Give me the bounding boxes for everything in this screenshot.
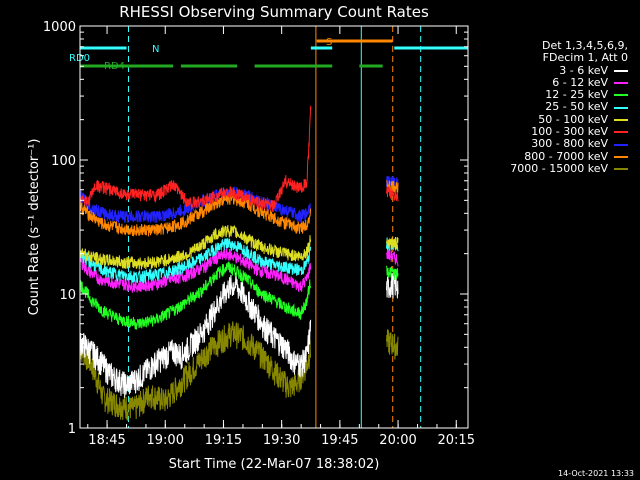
series-2-line — [79, 261, 312, 330]
n-label: N — [152, 44, 159, 55]
legend-swatch-4 — [614, 118, 628, 121]
x-axis-label: Start Time (22-Mar-07 18:38:02) — [169, 457, 380, 472]
legend-entry-0: 3 - 6 keV — [510, 63, 628, 77]
series-7-line — [79, 192, 312, 237]
legend-entry-2: 12 - 25 keV — [510, 88, 628, 102]
legend-label-2: 12 - 25 keV — [545, 88, 608, 102]
y-tick-label-2: 100 — [51, 154, 76, 169]
legend-swatch-6 — [614, 143, 628, 146]
legend-entry-6: 300 - 800 keV — [510, 138, 628, 150]
legend-label-8: 7000 - 15000 keV — [510, 161, 608, 175]
y-tick-label-0: 1 — [68, 422, 76, 437]
legend-title-line-2: FDecim 1, Att 0 — [542, 51, 628, 65]
series-0-line — [79, 272, 312, 398]
y-axis-label: Count Rate (s⁻¹ detector⁻¹) — [27, 139, 42, 316]
legend-label-3: 25 - 50 keV — [545, 100, 608, 114]
legend-entry-8: 7000 - 15000 keV — [510, 161, 628, 175]
plot-frame — [79, 25, 469, 429]
legend-entry-7: 800 - 7000 keV — [510, 149, 628, 163]
series-0-line-late — [386, 272, 399, 299]
x-tick-label-2: 19:15 — [205, 433, 242, 448]
legend-swatch-7 — [614, 155, 628, 158]
series-8-line-late — [386, 329, 399, 360]
legend: Det 1,3,4,5,6,9, FDecim 1, Att 0 3 - 6 k… — [510, 39, 628, 175]
series-4-line-late — [386, 236, 399, 250]
legend-label-1: 6 - 12 keV — [552, 75, 608, 89]
legend-label-7: 800 - 7000 keV — [524, 149, 608, 163]
series-4-line — [79, 224, 312, 270]
chart-title: RHESSI Observing Summary Count Rates — [119, 3, 429, 21]
legend-swatch-0 — [614, 69, 628, 72]
series-3-line — [79, 237, 312, 285]
legend-entry-5: 100 - 300 keV — [510, 125, 628, 139]
legend-label-6: 300 - 800 keV — [531, 137, 608, 151]
x-tick-label-5: 20:00 — [379, 433, 416, 448]
legend-label-5: 100 - 300 keV — [531, 125, 608, 139]
series-5-line-late — [386, 186, 399, 202]
y-tick-label-1: 10 — [59, 288, 76, 303]
rd4-label: RD4 — [104, 61, 125, 72]
legend-label-0: 3 - 6 keV — [559, 63, 608, 77]
s-label: S — [326, 37, 332, 48]
legend-swatch-2 — [614, 94, 628, 97]
legend-swatch-5 — [614, 131, 628, 134]
series-5-line — [79, 105, 312, 213]
x-tick-label-6: 20:15 — [438, 433, 475, 448]
legend-entry-1: 6 - 12 keV — [510, 75, 628, 89]
series-1-line-late — [386, 249, 399, 267]
series-2-line-late — [386, 265, 399, 280]
series-8-line — [79, 321, 312, 421]
series-1-line — [79, 247, 312, 294]
x-tick-label-1: 19:00 — [147, 433, 184, 448]
legend-swatch-1 — [614, 82, 628, 85]
x-tick-label-3: 19:30 — [263, 433, 300, 448]
legend-entry-4: 50 - 100 keV — [510, 112, 628, 126]
legend-swatch-8 — [614, 168, 628, 171]
legend-swatch-3 — [614, 106, 628, 109]
legend-label-4: 50 - 100 keV — [538, 112, 608, 126]
x-tick-label-0: 18:45 — [88, 433, 125, 448]
x-tick-label-4: 19:45 — [321, 433, 358, 448]
footer-timestamp: 14-Oct-2021 13:33 — [558, 469, 634, 478]
y-tick-label-3: 1000 — [43, 20, 76, 35]
legend-entry-3: 25 - 50 keV — [510, 101, 628, 113]
legend-title-line-1: Det 1,3,4,5,6,9, — [541, 39, 628, 52]
